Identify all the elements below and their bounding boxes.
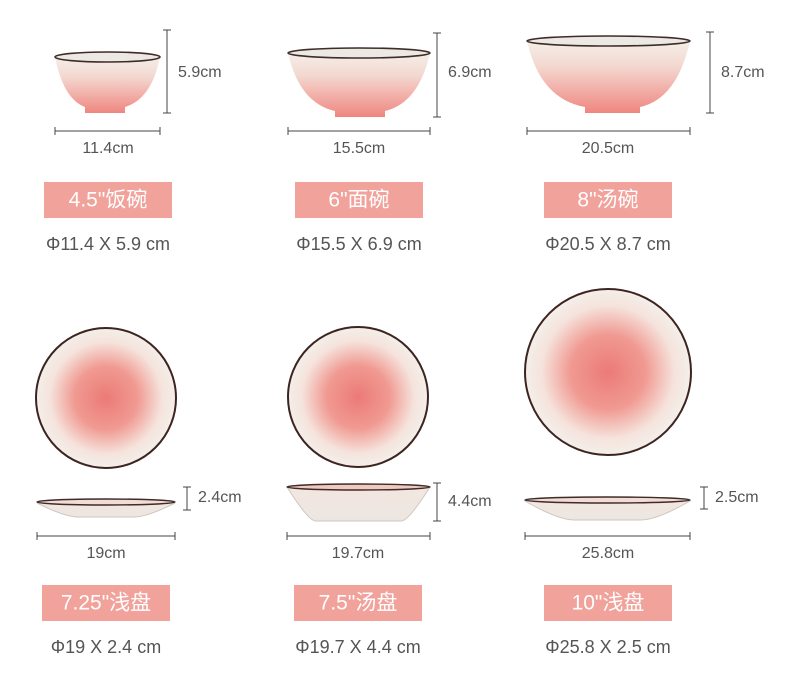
badge-background <box>544 182 672 218</box>
height-dimension <box>433 32 441 118</box>
width-label: 20.5cm <box>582 140 634 157</box>
width-label: 19.7cm <box>332 545 384 562</box>
spec-text: Φ20.5 X 8.7 cm <box>545 234 670 254</box>
badge-background <box>294 585 422 621</box>
badge-background <box>44 182 172 218</box>
bowl-body <box>55 57 160 113</box>
height-label: 6.9cm <box>448 64 492 81</box>
product-item: 5.9cm 11.4cm 4.5"饭碗 Φ11.4 X 5.9 cm <box>44 29 222 254</box>
width-dimension <box>526 127 691 135</box>
width-label: 15.5cm <box>333 140 385 157</box>
spec-text: Φ19 X 2.4 cm <box>51 637 161 657</box>
height-label: 2.4cm <box>198 489 242 506</box>
spec-text: Φ19.7 X 4.4 cm <box>295 637 420 657</box>
width-dimension <box>286 532 431 540</box>
product-item: 8.7cm 20.5cm 8"汤碗 Φ20.5 X 8.7 cm <box>526 31 765 254</box>
plate-rim <box>36 498 176 506</box>
height-label: 5.9cm <box>178 64 222 81</box>
height-label: 4.4cm <box>448 493 492 510</box>
badge-label: 8"汤碗 <box>577 189 638 212</box>
badge-label: 7.5"汤盘 <box>319 592 398 615</box>
badge-background <box>42 585 170 621</box>
height-dimension <box>706 31 714 114</box>
badge-label: 6"面碗 <box>328 189 389 212</box>
bowl-rim <box>54 51 161 63</box>
height-label: 2.5cm <box>715 489 759 506</box>
width-label: 25.8cm <box>582 545 634 562</box>
product-item: 4.4cm 19.7cm 7.5"汤盘 Φ19.7 X 4.4 cm <box>286 326 492 657</box>
badge-label: 4.5"饭碗 <box>69 189 148 212</box>
width-label: 11.4cm <box>82 140 133 157</box>
height-label: 8.7cm <box>721 64 765 81</box>
spec-text: Φ11.4 X 5.9 cm <box>46 234 170 254</box>
height-dimension <box>163 29 171 114</box>
height-dimension <box>700 486 708 510</box>
product-item: 2.5cm 25.8cm 10"浅盘 Φ25.8 X 2.5 cm <box>523 288 759 657</box>
plate-side <box>286 486 431 522</box>
plate-rim <box>286 483 431 491</box>
spec-text: Φ15.5 X 6.9 cm <box>296 234 421 254</box>
width-dimension <box>524 532 691 540</box>
plate-top <box>524 288 692 456</box>
bowl-rim <box>526 35 691 47</box>
product-item: 2.4cm 19cm 7.25"浅盘 Φ19 X 2.4 cm <box>35 327 242 657</box>
plate-top <box>287 326 429 468</box>
plate-side <box>36 502 176 518</box>
height-dimension <box>183 486 191 511</box>
plate-side <box>523 500 692 521</box>
plate-top <box>35 327 177 469</box>
width-dimension <box>36 532 176 540</box>
product-item: 6.9cm 15.5cm 6"面碗 Φ15.5 X 6.9 cm <box>287 32 492 254</box>
badge-label: 7.25"浅盘 <box>61 592 151 615</box>
width-dimension <box>287 127 431 135</box>
bowl-rim <box>287 47 431 59</box>
plate-rim <box>524 496 691 504</box>
badge-background <box>295 182 423 218</box>
width-label: 19cm <box>86 545 125 562</box>
bowl-body <box>527 41 690 113</box>
height-dimension <box>433 482 441 522</box>
bowl-body <box>288 53 430 117</box>
badge-label: 10"浅盘 <box>572 592 645 615</box>
spec-text: Φ25.8 X 2.5 cm <box>545 637 670 657</box>
badge-background <box>544 585 672 621</box>
width-dimension <box>54 127 161 135</box>
